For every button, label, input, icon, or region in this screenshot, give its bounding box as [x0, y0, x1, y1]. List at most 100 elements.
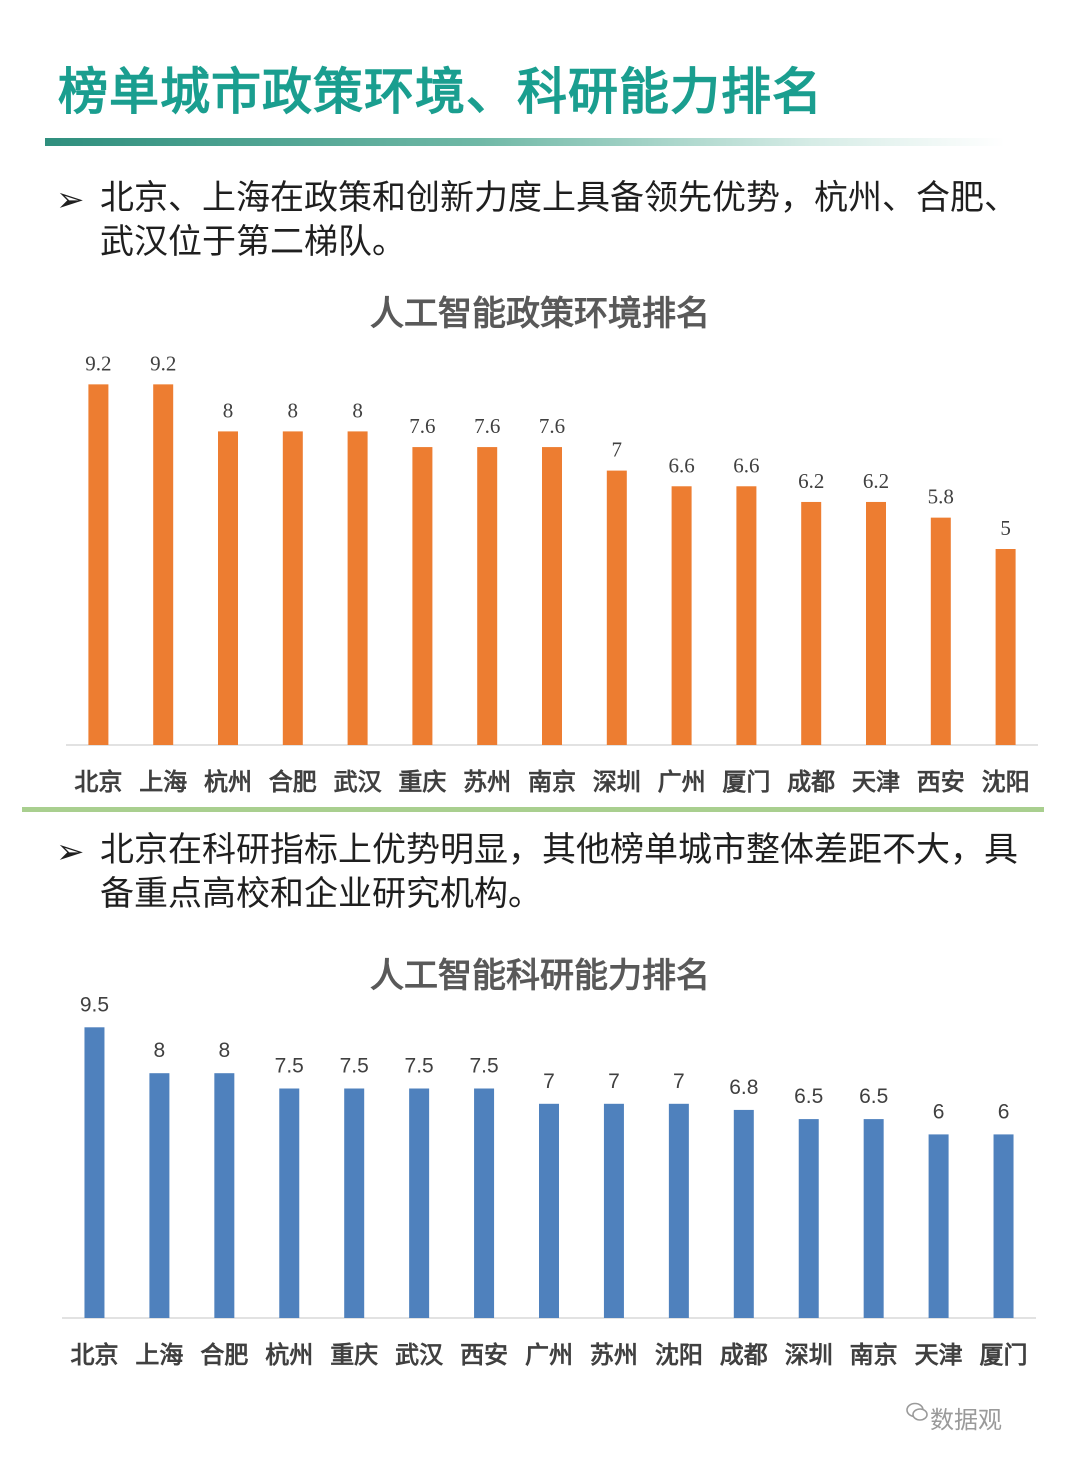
page-title: 榜单城市政策环境、科研能力排名: [58, 63, 823, 121]
data-label: 7.5: [340, 1055, 369, 1078]
data-label: 5: [1000, 516, 1011, 540]
bar-上海: [149, 1073, 170, 1318]
data-label: 5.8: [928, 485, 954, 509]
category-label: 沈阳: [655, 1341, 703, 1369]
category-label: 上海: [139, 768, 187, 796]
data-label: 8: [218, 1039, 230, 1062]
data-label: 8: [154, 1039, 166, 1062]
category-label: 天津: [915, 1341, 963, 1369]
category-label: 合肥: [269, 768, 317, 796]
bar-北京: [88, 384, 109, 745]
bar-北京: [84, 1027, 105, 1318]
data-label: 6: [998, 1100, 1010, 1123]
data-label: 6.5: [859, 1085, 888, 1108]
bar-深圳: [798, 1119, 819, 1318]
category-label: 天津: [852, 768, 900, 796]
title-divider: [45, 138, 1005, 146]
category-label: 重庆: [398, 768, 446, 796]
bar-重庆: [344, 1088, 365, 1318]
bar-合肥: [282, 431, 303, 745]
category-label: 苏州: [590, 1341, 638, 1369]
data-label: 7: [543, 1070, 555, 1093]
data-label: 7.5: [469, 1055, 498, 1078]
category-label: 成都: [787, 768, 835, 796]
bar-西安: [930, 517, 951, 745]
category-label: 南京: [528, 768, 576, 796]
research-chart-title: 人工智能科研能力排名: [370, 956, 710, 996]
bar-南京: [542, 447, 562, 745]
bar-上海: [153, 384, 174, 745]
bullet-arrow-icon: ➢: [56, 832, 85, 872]
bar-南京: [863, 1119, 884, 1318]
data-label: 8: [288, 398, 299, 422]
category-label: 上海: [135, 1341, 183, 1369]
section1-text: 北京、上海在政策和创新力度上具备领先优势，杭州、合肥、武汉位于第二梯队。: [100, 178, 1018, 262]
category-label: 厦门: [980, 1341, 1028, 1369]
bar-沈阳: [668, 1103, 689, 1318]
category-label: 广州: [525, 1341, 573, 1369]
category-label: 西安: [917, 768, 965, 796]
category-label: 苏州: [463, 768, 511, 796]
bar-合肥: [214, 1073, 235, 1318]
bar-杭州: [279, 1088, 300, 1318]
bar-武汉: [347, 431, 368, 745]
category-label: 杭州: [265, 1341, 313, 1369]
data-label: 8: [352, 398, 363, 422]
data-label: 7: [673, 1070, 685, 1093]
data-label: 6.6: [668, 453, 694, 477]
data-label: 7.6: [409, 414, 435, 438]
bullet-arrow-icon: ➢: [56, 180, 85, 220]
category-label: 厦门: [722, 768, 770, 796]
bar-西安: [474, 1088, 495, 1318]
category-label: 深圳: [785, 1341, 833, 1369]
bar-武汉: [409, 1088, 430, 1318]
data-label: 9.2: [150, 351, 176, 375]
bar-沈阳: [995, 549, 1016, 745]
category-label: 重庆: [330, 1341, 378, 1369]
category-label: 沈阳: [982, 768, 1030, 796]
category-label: 北京: [74, 768, 122, 796]
bar-苏州: [477, 447, 498, 745]
data-label: 7.6: [539, 414, 565, 438]
section2-text: 北京在科研指标上优势明显，其他榜单城市整体差距不大，具备重点高校和企业研究机构。: [100, 830, 1018, 914]
bar-天津: [928, 1134, 949, 1318]
research-chart: 9.5 北京 8 上海 8 合肥 7.5 杭州 7.5 重庆 7.5 武汉 7.5 西安 7 广州 7 苏州 7 沈阳…: [62, 995, 1036, 1369]
bar-广州: [671, 486, 692, 745]
bar-深圳: [606, 470, 627, 745]
category-label: 深圳: [593, 768, 641, 796]
category-label: 成都: [720, 1341, 768, 1369]
data-label: 6.8: [729, 1076, 758, 1099]
data-label: 7.6: [474, 414, 500, 438]
category-label: 武汉: [395, 1341, 444, 1369]
data-label: 6: [933, 1100, 945, 1123]
data-label: 7.5: [275, 1055, 304, 1078]
bar-厦门: [993, 1134, 1014, 1318]
bar-天津: [866, 501, 886, 745]
category-label: 合肥: [200, 1341, 248, 1369]
section-divider: [22, 807, 1044, 812]
category-label: 广州: [658, 768, 706, 796]
bar-成都: [733, 1109, 754, 1318]
data-label: 8: [223, 398, 234, 422]
category-label: 南京: [850, 1341, 898, 1369]
policy-chart: 9.2 北京 9.2 上海 8 杭州 8 合肥 8 武汉 7.6 重庆 7.6 苏州 7.6 南京 7 深圳 6.6…: [66, 351, 1038, 796]
data-label: 6.5: [794, 1085, 823, 1108]
policy-chart-title: 人工智能政策环境排名: [370, 294, 710, 334]
bar-苏州: [603, 1103, 624, 1318]
data-label: 6.2: [863, 469, 889, 493]
data-label: 7: [612, 438, 623, 462]
bar-厦门: [736, 486, 757, 745]
data-label: 7.5: [405, 1055, 434, 1078]
bar-成都: [801, 501, 822, 745]
bar-广州: [539, 1103, 559, 1318]
data-label: 7: [608, 1070, 620, 1093]
data-label: 6.6: [733, 453, 759, 477]
category-label: 北京: [70, 1341, 118, 1369]
category-label: 武汉: [334, 768, 383, 796]
bar-重庆: [412, 447, 433, 745]
bar-杭州: [218, 431, 238, 745]
data-label: 9.2: [85, 351, 111, 375]
data-label: 9.5: [80, 995, 109, 1016]
watermark: 数据观: [930, 1406, 1002, 1434]
wechat-icon: [906, 1402, 928, 1421]
